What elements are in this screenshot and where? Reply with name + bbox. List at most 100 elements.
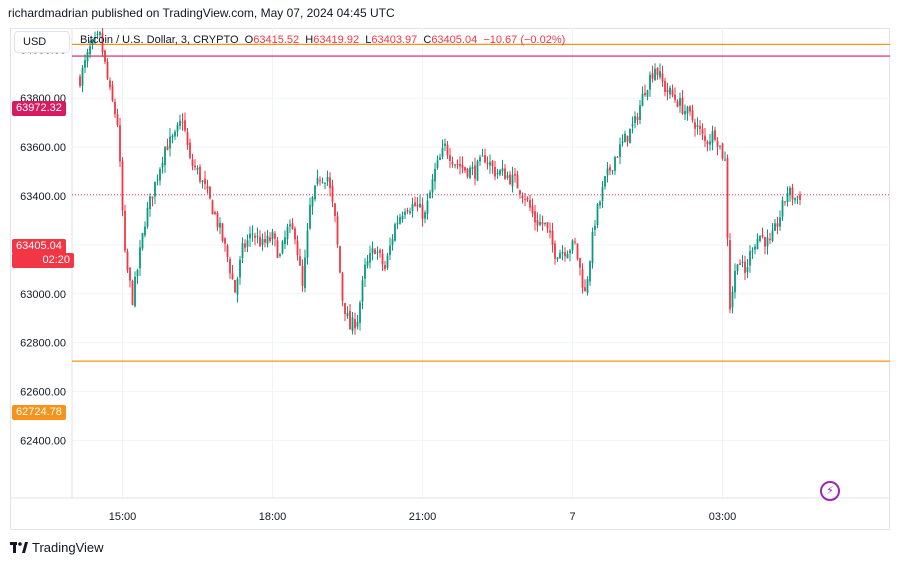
price-chart[interactable]: 62400.0062600.0062800.0063000.0063200.00… [10,28,890,530]
candle-body [661,73,664,82]
candle-body [169,136,171,149]
candle-body [629,128,631,144]
candle-body [126,251,129,270]
candle-body [636,116,639,121]
candle-body [581,269,584,288]
candle-body [341,273,344,301]
candle-body [756,239,759,249]
candle-body [389,245,391,256]
candle-body [549,230,551,233]
candle-body [681,97,684,114]
candle-body [269,237,271,241]
candle-body [174,131,176,137]
brand-name: TradingView [32,540,104,555]
candle-body [426,200,429,214]
y-tick-label: 62600.00 [20,387,66,399]
candle-body [184,120,186,131]
candle-body [724,159,726,161]
candle-body [431,179,434,193]
candle-body [246,240,249,247]
candle-body [504,168,506,180]
candle-body [251,233,254,235]
candle-body [686,106,689,114]
candle-body [349,310,351,330]
candle-body [334,203,336,217]
candle-body [166,146,169,151]
candle-body [376,251,379,253]
candle-body [474,165,476,179]
candle-body [381,253,384,265]
candle-body [671,89,674,96]
candle-body [594,225,596,230]
lightning-bolt-icon[interactable]: ⚡ [820,481,840,501]
currency-button[interactable]: USD [14,31,70,53]
candle-body [664,80,666,93]
candle-body [179,120,181,126]
candle-body [619,144,621,157]
candle-body [204,178,206,184]
candle-body [384,265,386,270]
candle-body [241,243,244,259]
candle-body [164,147,166,166]
candle-body [599,201,601,206]
candle-body [714,130,716,140]
change-value: −10.67 (−0.02%) [483,34,566,46]
candle-body [676,101,679,107]
candle-body [659,71,661,78]
candle-body [539,221,541,225]
candle-body [726,158,729,238]
candle-body [331,185,334,202]
symbol-legend: Bitcoin / U.S. Dollar, 3, CRYPTO O63415.… [80,34,565,46]
candle-body [716,141,719,147]
candle-body [704,135,706,141]
candle-body [249,233,251,239]
candle-body [394,224,396,241]
candle-body [624,133,626,143]
x-tick-label: 15:00 [109,511,137,523]
candle-body [209,186,211,199]
candle-body [736,264,739,271]
candle-body [201,180,204,182]
candle-body [711,131,714,144]
candle-body [399,217,401,224]
candle-body [524,199,526,201]
candle-body [786,193,789,203]
candle-body [171,135,174,137]
candle-body [754,246,756,250]
candle-body [266,235,269,244]
candle-body [476,161,479,181]
high-value: 63419.92 [313,34,360,46]
candle-body [749,251,751,266]
candle-body [101,33,104,53]
candle-body [454,164,456,166]
candle-body [196,167,199,170]
candle-body [421,204,424,219]
candle-body [409,211,411,214]
candle-body [156,179,159,181]
candle-body [719,145,721,147]
candle-body [86,51,89,62]
candle-body [296,240,299,256]
open-label: O [244,34,254,46]
candle-body [294,228,296,240]
candle-body [551,230,554,245]
candle-body [526,197,529,200]
candle-body [641,93,644,107]
candle-body [236,278,239,295]
candle-body [316,177,319,184]
candle-body [614,157,616,171]
tradingview-brand[interactable]: TradingView [10,540,104,555]
candle-body [446,144,449,156]
candle-body [369,253,371,263]
candle-body [336,216,339,245]
candle-body [449,154,451,162]
candle-body [694,122,696,129]
candle-body [91,40,94,45]
candle-body [769,238,771,240]
candle-body [669,87,671,95]
candle-body [771,230,774,241]
candle-body [354,319,356,329]
candle-body [401,215,404,220]
candle-body [764,237,766,247]
candle-body [374,249,376,255]
